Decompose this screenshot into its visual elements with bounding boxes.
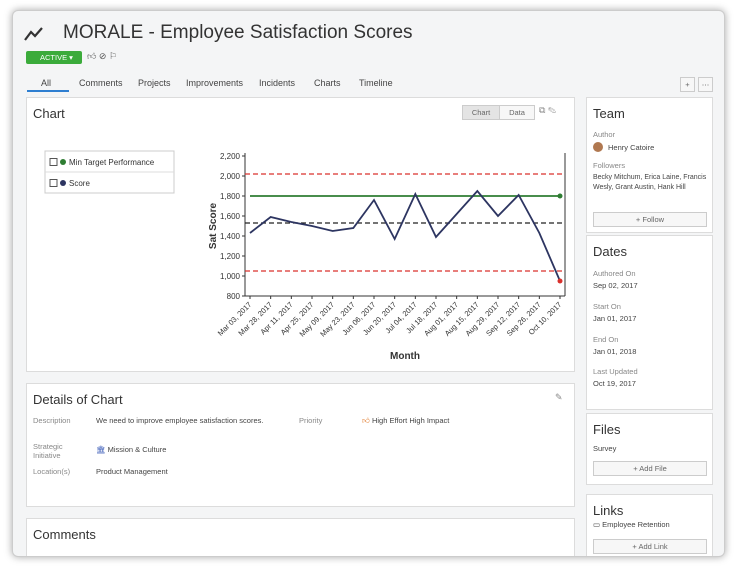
date-value: Oct 19, 2017 — [593, 379, 636, 388]
panel-title: Details of Chart — [33, 392, 123, 407]
action-icons[interactable]: 👍︎ ⊘ ⚐ — [87, 51, 118, 61]
author-name: Henry Catoire — [608, 143, 655, 152]
status-button[interactable]: ACTIVE ▾ — [26, 51, 82, 64]
tab[interactable]: All — [41, 78, 52, 88]
y-tick-label: 1,200 — [220, 252, 241, 261]
chart-icon — [24, 27, 43, 41]
legend-checkbox — [49, 179, 58, 187]
chart: Min Target Performance Score 800 1,000 1,200… — [44, 150, 566, 362]
legend-swatch — [60, 180, 66, 186]
chart-view-button[interactable]: Chart — [462, 105, 500, 120]
data-view-button[interactable]: Data — [499, 105, 535, 120]
tab[interactable]: Comments — [79, 78, 123, 88]
avatar — [593, 142, 603, 152]
date-label: End On — [593, 335, 619, 344]
field-label: Location(s) — [33, 467, 71, 476]
y-tick-label: 1,800 — [220, 192, 241, 201]
field-value: 👍︎ High Effort High Impact — [362, 416, 450, 425]
details-panel: Details of Chart ✎ Description We need t… — [26, 383, 575, 507]
x-axis-label: Month — [390, 351, 420, 362]
tab[interactable]: Charts — [314, 78, 341, 88]
y-tick-label: 1,600 — [220, 212, 241, 221]
date-value: Jan 01, 2017 — [593, 314, 637, 323]
tab[interactable]: Projects — [138, 78, 171, 88]
panel-title: Dates — [593, 244, 627, 259]
panel-tools[interactable]: ⧉ ✎ — [539, 105, 557, 115]
y-tick-label: 1,000 — [220, 272, 241, 281]
panel-title: Chart — [33, 106, 65, 121]
team-panel: Team Author Henry Catoire Followers Beck… — [586, 97, 713, 233]
more-button[interactable]: ⋯ — [698, 77, 713, 92]
active-tab-underline — [27, 90, 69, 92]
panel-title: Comments — [33, 527, 96, 542]
y-tick-label: 800 — [227, 292, 241, 301]
field-label: Strategic Initiative — [33, 442, 63, 460]
button-label: Add Link — [638, 542, 668, 551]
tab[interactable]: Improvements — [186, 78, 244, 88]
legend-label: Min Target Performance — [69, 158, 155, 167]
panel-title: Links — [593, 503, 624, 518]
status-label: ACTIVE — [40, 53, 68, 62]
y-tick-label: 2,000 — [220, 172, 241, 181]
y-axis-label: Sat Score — [208, 202, 219, 249]
add-button[interactable]: + — [680, 77, 695, 92]
date-value: Sep 02, 2017 — [593, 281, 638, 290]
dates-panel: Dates Authored On Sep 02, 2017 Start On … — [586, 235, 713, 410]
link-item[interactable]: ▭ Employee Retention — [593, 520, 670, 529]
chart-panel: Chart Chart Data ⧉ ✎ — [26, 97, 575, 372]
field-label: Description — [33, 416, 71, 425]
follow-button[interactable]: + Follow — [593, 212, 707, 227]
comments-panel: Comments — [26, 518, 575, 556]
edit-icon[interactable]: ✎ — [555, 392, 563, 402]
field-value: 🏛︎ Mission & Culture — [96, 445, 167, 454]
series-line — [249, 189, 561, 282]
add-file-button[interactable]: + Add File — [593, 461, 707, 476]
add-link-button[interactable]: + Add Link — [593, 539, 707, 554]
legend-swatch — [60, 159, 66, 165]
field-label: Followers — [593, 161, 626, 170]
date-value: Jan 01, 2018 — [593, 347, 637, 356]
tab[interactable]: Timeline — [359, 78, 393, 88]
file-item[interactable]: Survey — [593, 444, 617, 453]
date-label: Last Updated — [593, 367, 638, 376]
field-label: Priority — [299, 416, 323, 425]
initiative-text: Mission & Culture — [107, 445, 167, 454]
y-tick-label: 2,200 — [220, 152, 241, 161]
button-label: Add File — [639, 464, 667, 473]
button-label: Follow — [642, 215, 665, 224]
y-tick-label: 1,400 — [220, 232, 241, 241]
end-marker — [557, 193, 563, 199]
date-label: Authored On — [593, 269, 636, 278]
end-marker — [557, 278, 563, 284]
field-label: Author — [593, 130, 616, 139]
legend-label: Score — [69, 179, 90, 188]
priority-text: High Effort High Impact — [371, 416, 450, 425]
link-text: Employee Retention — [602, 520, 670, 529]
panel-title: Team — [593, 106, 625, 121]
legend-checkbox — [49, 158, 58, 166]
files-panel: Files Survey + Add File — [586, 413, 713, 485]
tab[interactable]: Incidents — [259, 78, 296, 88]
app-window: MORALE - Employee Satisfaction Scores AC… — [12, 10, 725, 557]
field-value: Product Management — [96, 467, 168, 476]
followers: Becky Mitchum, Erica Laine, Francis Wesl… — [593, 174, 707, 191]
panel-title: Files — [593, 422, 621, 437]
date-label: Start On — [593, 302, 621, 311]
field-value: We need to improve employee satisfaction… — [96, 416, 264, 425]
page-title: MORALE - Employee Satisfaction Scores — [63, 22, 413, 43]
links-panel: Links ▭ Employee Retention + Add Link — [586, 494, 713, 556]
